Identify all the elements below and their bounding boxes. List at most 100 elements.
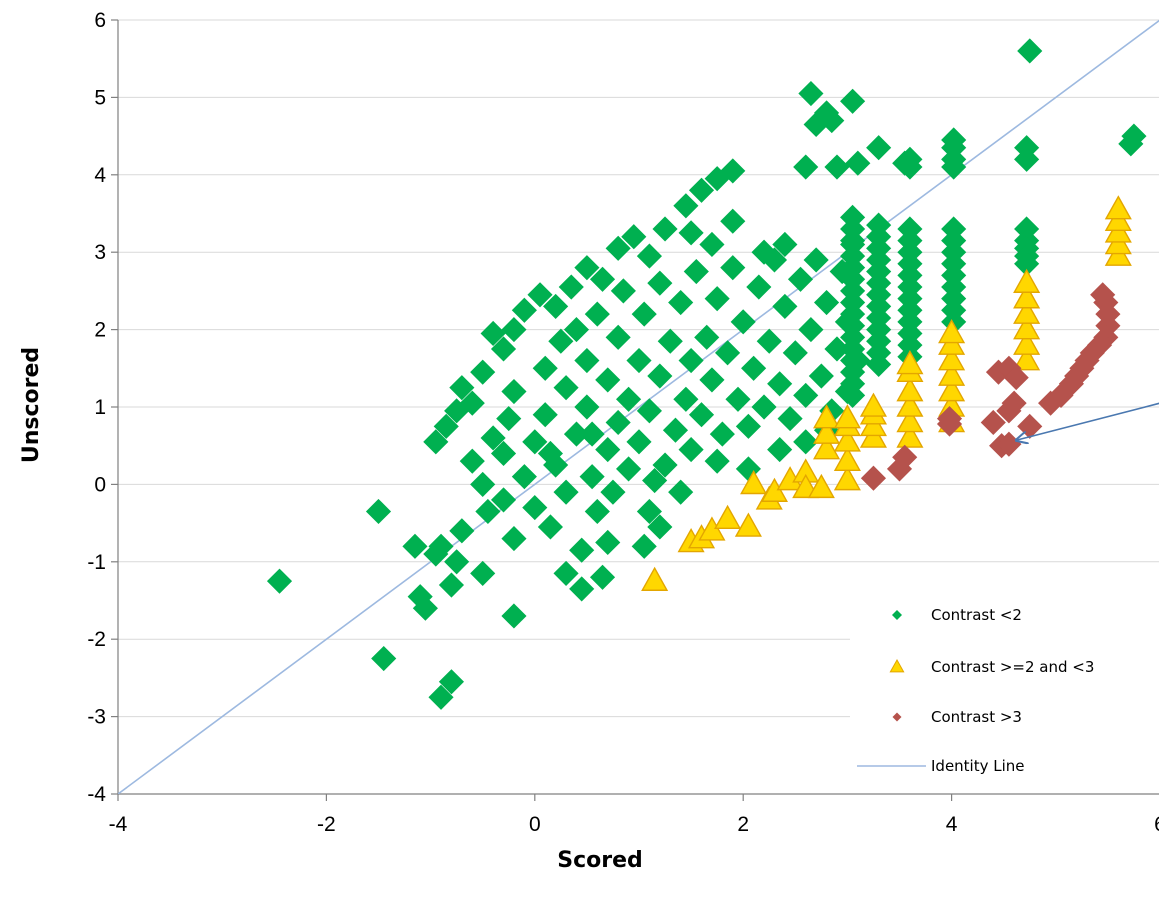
data-point bbox=[1013, 299, 1041, 324]
data-point bbox=[859, 392, 887, 417]
y-tick-label: -1 bbox=[87, 551, 106, 574]
data-point bbox=[511, 297, 537, 323]
data-point bbox=[704, 448, 730, 474]
data-point bbox=[741, 355, 767, 381]
data-point bbox=[563, 317, 590, 343]
series-1 bbox=[266, 38, 1147, 710]
data-point bbox=[845, 150, 871, 176]
data-point bbox=[574, 255, 600, 281]
data-point bbox=[840, 382, 866, 408]
data-point bbox=[449, 375, 475, 401]
x-tick-label: -2 bbox=[317, 813, 336, 836]
x-tick-label: 0 bbox=[529, 813, 541, 836]
data-point bbox=[813, 404, 841, 429]
data-point bbox=[266, 568, 293, 594]
y-tick-label: 2 bbox=[94, 319, 106, 342]
data-point bbox=[1118, 131, 1144, 157]
data-point bbox=[714, 504, 742, 530]
data-point bbox=[813, 419, 841, 444]
data-point bbox=[459, 448, 485, 474]
legend-item-3: Contrast >3 bbox=[892, 708, 1022, 726]
data-point bbox=[558, 274, 584, 300]
data-point bbox=[574, 394, 600, 420]
data-point bbox=[641, 566, 669, 591]
data-point bbox=[662, 417, 689, 443]
data-point bbox=[537, 440, 563, 467]
data-point bbox=[365, 498, 392, 525]
data-point bbox=[428, 684, 454, 710]
data-point bbox=[501, 526, 527, 552]
legend-marker bbox=[889, 658, 905, 673]
series-2 bbox=[641, 195, 1132, 591]
data-point bbox=[1001, 390, 1027, 416]
data-point bbox=[543, 293, 569, 319]
data-point bbox=[941, 154, 967, 180]
data-point bbox=[616, 386, 642, 412]
data-point bbox=[798, 317, 824, 343]
data-point bbox=[595, 367, 621, 393]
data-point bbox=[824, 154, 850, 180]
data-point bbox=[647, 514, 673, 540]
data-point bbox=[751, 394, 777, 420]
data-point bbox=[767, 371, 793, 397]
data-point bbox=[673, 193, 699, 219]
data-point bbox=[470, 359, 496, 385]
data-point bbox=[371, 645, 397, 672]
data-point bbox=[668, 289, 694, 316]
data-point bbox=[938, 346, 966, 371]
data-point bbox=[761, 247, 788, 273]
data-point bbox=[833, 466, 861, 491]
data-point bbox=[636, 398, 662, 424]
data-point bbox=[833, 446, 861, 471]
data-point bbox=[610, 278, 636, 304]
x-tick-label: 4 bbox=[946, 813, 958, 836]
data-point bbox=[1003, 365, 1029, 391]
data-point bbox=[767, 437, 793, 463]
data-point bbox=[626, 429, 652, 455]
data-point bbox=[866, 135, 892, 161]
data-point bbox=[793, 429, 819, 455]
data-point bbox=[735, 413, 761, 439]
data-point bbox=[605, 409, 631, 436]
data-point bbox=[548, 328, 574, 354]
data-point bbox=[1104, 195, 1132, 220]
data-point bbox=[490, 336, 517, 362]
data-point bbox=[553, 375, 579, 401]
data-point bbox=[688, 177, 715, 203]
data-point bbox=[1013, 346, 1041, 371]
data-point bbox=[746, 274, 772, 300]
data-point bbox=[626, 347, 652, 374]
y-tick-label: 3 bbox=[94, 241, 106, 264]
data-point bbox=[412, 595, 438, 621]
legend-item-2: Contrast >=2 and <3 bbox=[889, 658, 1094, 676]
data-point bbox=[938, 319, 966, 344]
y-axis-title: Unscored bbox=[19, 347, 44, 463]
data-point bbox=[402, 533, 428, 559]
data-point bbox=[470, 471, 496, 497]
annotation bbox=[1016, 402, 1159, 440]
data-point bbox=[647, 363, 673, 389]
data-point bbox=[813, 289, 840, 316]
data-point bbox=[787, 266, 814, 292]
data-point bbox=[688, 402, 715, 428]
data-point bbox=[896, 392, 924, 417]
y-tick-label: 0 bbox=[94, 473, 106, 496]
x-tick-label: 6 bbox=[1154, 813, 1159, 836]
data-points bbox=[266, 38, 1147, 710]
data-point bbox=[470, 560, 496, 586]
data-point bbox=[553, 479, 579, 505]
data-point bbox=[621, 224, 647, 250]
data-point bbox=[720, 158, 746, 184]
data-point bbox=[793, 382, 819, 408]
x-tick-label: 2 bbox=[737, 813, 749, 836]
data-point bbox=[896, 377, 924, 402]
data-point bbox=[652, 452, 678, 478]
data-point bbox=[501, 378, 527, 405]
data-point bbox=[636, 243, 662, 269]
identity-line-path bbox=[118, 19, 1159, 794]
data-point bbox=[522, 429, 548, 455]
data-point bbox=[751, 239, 777, 265]
data-point bbox=[584, 301, 610, 327]
data-point bbox=[532, 402, 558, 428]
y-tick-label: -4 bbox=[87, 783, 106, 806]
